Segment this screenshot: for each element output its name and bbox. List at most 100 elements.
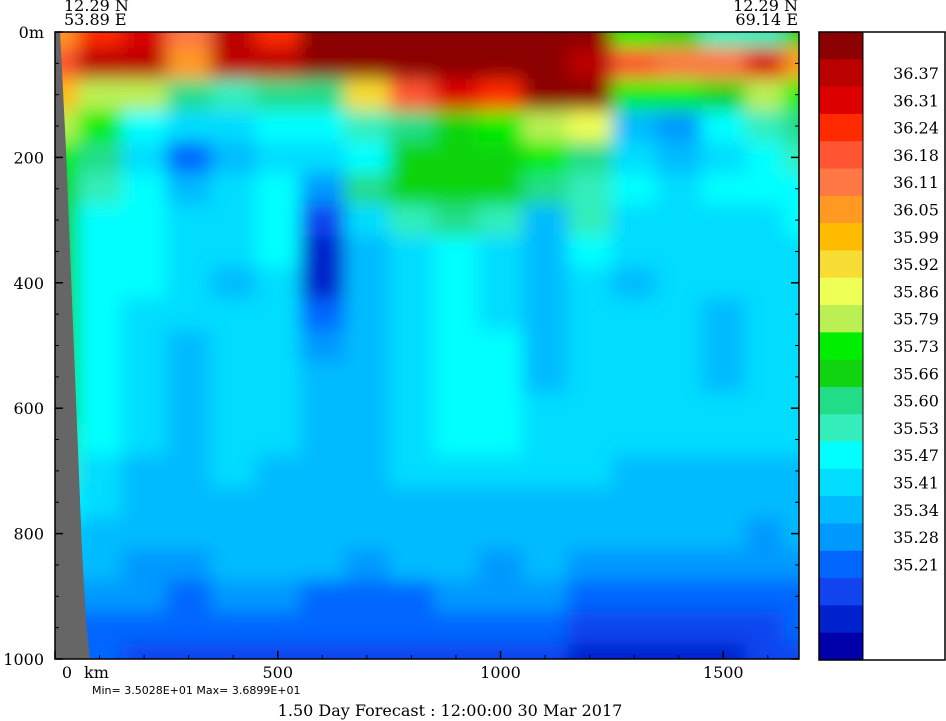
heatmap-cell [121,392,167,425]
colorbar-swatch [819,332,863,361]
heatmap-cell [300,611,346,644]
heatmap-cell [656,298,702,331]
colorbar-swatch [819,550,863,579]
heatmap-cell [478,517,524,550]
heatmap-cell [344,32,390,49]
colorbar-swatch [819,32,863,60]
heatmap-cell [783,235,799,268]
colorbar-label: 35.28 [893,528,939,547]
heatmap-cell [255,517,301,550]
heatmap-cell [166,486,212,519]
heatmap-cell [783,392,799,425]
heatmap-cell [656,455,702,488]
heatmap-cell [77,110,123,143]
heatmap-cell [656,110,702,143]
land-mask [55,32,90,659]
colorbar-swatch [819,277,863,306]
heatmap-cell [389,611,435,644]
heatmap-cell [567,392,613,425]
heatmap-cell [389,549,435,582]
heatmap-cell [300,549,346,582]
heatmap-cell [567,580,613,613]
heatmap-cell [656,329,702,362]
y-tick-label: 200 [13,148,44,167]
heatmap-cell [389,32,435,49]
colorbar-swatch [819,359,863,388]
heatmap-cell [210,486,256,519]
colorbar-swatch [819,386,863,415]
heatmap-cell [300,423,346,456]
plot-area [55,32,799,659]
heatmap-cell [389,392,435,425]
heatmap-cell [121,173,167,205]
colorbar-label: 35.53 [893,419,939,438]
colorbar-swatch [819,195,863,224]
heatmap-cell [611,392,657,425]
heatmap-cell [656,392,702,425]
heatmap-cell [611,580,657,613]
y-tick-label: 600 [13,399,44,418]
colorbar-label: 35.34 [893,501,939,520]
heatmap-cell [433,173,479,205]
heatmap-cell [522,204,568,237]
heatmap-cell [567,173,613,205]
heatmap-cell [611,643,657,659]
heatmap-cell [210,329,256,362]
end-lon-label: 69.14 E [735,10,798,29]
colorbar-label: 35.66 [893,364,939,383]
heatmap-cell [656,267,702,299]
colorbar-label: 35.92 [893,255,939,274]
heatmap-cell [344,580,390,613]
heatmap-cell [166,329,212,362]
heatmap-cell [121,204,167,237]
colorbar-swatch [819,305,863,333]
heatmap-cell [522,423,568,456]
heatmap-cell [300,173,346,205]
heatmap-cell [344,423,390,456]
heatmap-cell [745,47,784,80]
heatmap-cell [255,361,301,394]
heatmap-cell [700,455,747,488]
heatmap-cell [567,267,613,299]
heatmap-cell [210,110,256,143]
heatmap-cell [255,611,301,644]
colorbar-label: 36.37 [893,64,939,83]
heatmap-cell [255,267,301,299]
heatmap-cell [656,32,702,49]
heatmap-cell [77,267,123,299]
heatmap-cell [166,455,212,488]
end-lat-label: 12.29 N [733,0,798,15]
heatmap-cell [433,361,479,394]
heatmap-cell [433,79,479,111]
x-axis-unit: km [84,663,109,682]
min-max-stats: Min= 3.5028E+01 Max= 3.6899E+01 [92,684,301,697]
heatmap-cell [166,32,212,49]
heatmap-cell [478,486,524,519]
heatmap-cell [344,204,390,237]
heatmap-cell [656,361,702,394]
heatmap-cell [700,298,747,331]
heatmap-cell [522,580,568,613]
heatmap-cell [210,298,256,331]
colorbar-swatch [819,414,863,443]
heatmap-cell [433,611,479,644]
heatmap-cell [745,79,784,111]
heatmap-cell [121,47,167,80]
heatmap-cell [210,204,256,237]
heatmap-cell [389,267,435,299]
heatmap-cell [344,298,390,331]
heatmap-cell [656,79,702,111]
heatmap-cell [656,47,702,80]
heatmap-cell [255,486,301,519]
heatmap-cell [255,455,301,488]
heatmap-cell [478,549,524,582]
heatmap-cell [611,486,657,519]
heatmap-cell [700,423,747,456]
heatmap-cell [255,423,301,456]
heatmap-cell [567,110,613,143]
heatmap-cell [700,329,747,362]
colorbar-label: 36.24 [893,119,939,138]
heatmap-cell [522,517,568,550]
heatmap-cell [745,298,784,331]
